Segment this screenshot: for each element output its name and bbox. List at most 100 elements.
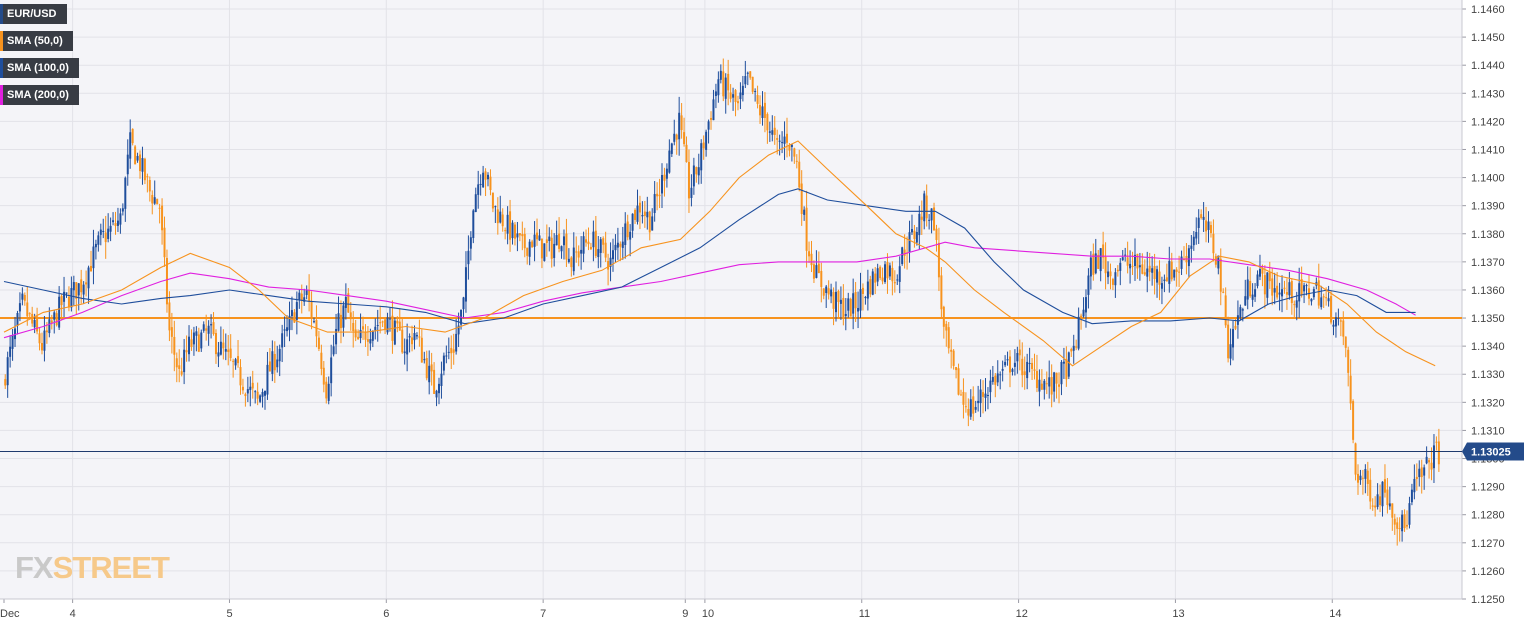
candle-body xyxy=(197,334,200,352)
candle-body xyxy=(330,357,333,384)
candle-body xyxy=(1366,470,1369,484)
candle-body xyxy=(614,244,617,251)
candle-body xyxy=(418,336,421,338)
candle-body xyxy=(592,231,595,248)
candle-body xyxy=(1178,271,1181,273)
candle-body xyxy=(349,312,352,320)
candle-body xyxy=(1396,522,1399,529)
candle-body xyxy=(190,339,193,348)
candle-body xyxy=(1258,269,1261,277)
y-tick-label: 1.1370 xyxy=(1471,257,1505,269)
candle-body xyxy=(322,367,325,385)
candle-body xyxy=(702,142,705,149)
candle-body xyxy=(489,176,492,191)
candle-body xyxy=(518,233,521,236)
candle-body xyxy=(310,300,313,319)
candle-body xyxy=(396,320,399,324)
candle-body xyxy=(148,180,151,192)
candle-body xyxy=(827,288,830,295)
candle-body xyxy=(884,264,887,282)
candle-body xyxy=(467,250,470,265)
candle-body xyxy=(362,326,365,330)
candle-body xyxy=(1217,255,1220,269)
candle-body xyxy=(1097,254,1100,269)
candle-body xyxy=(205,328,208,331)
candle-body xyxy=(874,273,877,283)
candle-body xyxy=(599,239,602,253)
candle-body xyxy=(320,352,323,369)
candle-body xyxy=(339,314,342,329)
candle-body xyxy=(690,187,693,198)
candle-body xyxy=(371,331,374,341)
candle-body xyxy=(1138,265,1141,268)
candle-body xyxy=(928,219,931,221)
candle-body xyxy=(442,355,445,371)
candle-body xyxy=(1109,271,1112,277)
candle-body xyxy=(1325,297,1328,299)
candle-body xyxy=(121,208,124,212)
candle-body xyxy=(1330,296,1333,323)
candle-body xyxy=(844,313,847,316)
candle-body xyxy=(817,263,820,274)
candle-body xyxy=(94,243,97,248)
candle-body xyxy=(344,297,347,309)
candle-body xyxy=(116,220,119,226)
candle-body xyxy=(771,130,774,135)
candle-body xyxy=(582,236,585,254)
y-tick-label: 1.1320 xyxy=(1471,397,1505,409)
candle-body xyxy=(531,241,534,248)
candle-body xyxy=(1349,375,1352,404)
candle-body xyxy=(999,374,1002,376)
candle-body xyxy=(886,262,889,279)
y-tick-label: 1.1280 xyxy=(1471,510,1505,522)
candle-body xyxy=(1173,269,1176,278)
candle-body xyxy=(1425,456,1428,464)
candle-body xyxy=(234,359,237,366)
candle-body xyxy=(810,253,813,266)
candle-body xyxy=(305,290,308,295)
candle-body xyxy=(43,330,46,351)
candle-body xyxy=(1045,383,1048,385)
candle-body xyxy=(1359,475,1362,481)
candle-body xyxy=(1202,216,1205,220)
candle-body xyxy=(719,70,722,80)
candle-body xyxy=(1092,253,1095,275)
candle-body xyxy=(1376,494,1379,507)
candle-body xyxy=(1317,280,1320,306)
candle-body xyxy=(1129,263,1132,269)
candle-body xyxy=(376,325,379,327)
candle-body xyxy=(139,154,142,172)
candle-body xyxy=(957,368,960,395)
candle-body xyxy=(580,249,583,254)
candle-body xyxy=(384,319,387,330)
candle-body xyxy=(1190,245,1193,249)
candle-body xyxy=(839,299,842,304)
legend-label: SMA (50,0) xyxy=(7,35,63,47)
y-tick-label: 1.1410 xyxy=(1471,144,1505,156)
legend-item-sma50[interactable]: SMA (50,0) xyxy=(0,31,73,51)
candle-body xyxy=(1038,379,1041,392)
candle-body xyxy=(678,112,681,140)
candle-body xyxy=(847,298,850,311)
candle-body xyxy=(1143,272,1146,275)
candle-body xyxy=(1320,297,1323,308)
legend-item-sma100[interactable]: SMA (100,0) xyxy=(0,58,79,78)
candle-body xyxy=(232,360,235,362)
candle-body xyxy=(866,281,869,299)
legend-item-sma200[interactable]: SMA (200,0) xyxy=(0,85,79,105)
candle-body xyxy=(1288,282,1291,296)
y-tick-label: 1.1290 xyxy=(1471,482,1505,494)
candle-body xyxy=(1200,214,1203,218)
candle-body xyxy=(440,373,443,387)
candle-body xyxy=(1244,296,1247,306)
candle-body xyxy=(736,101,739,104)
candle-body xyxy=(754,90,757,92)
candle-body xyxy=(1371,505,1374,507)
candle-body xyxy=(1428,460,1431,463)
legend-item-eurusd[interactable]: EUR/USD xyxy=(0,4,67,24)
candle-body xyxy=(825,286,828,294)
candle-body xyxy=(102,230,105,232)
candle-body xyxy=(1332,324,1335,327)
candle-body xyxy=(1413,478,1416,493)
candle-body xyxy=(1165,277,1168,282)
